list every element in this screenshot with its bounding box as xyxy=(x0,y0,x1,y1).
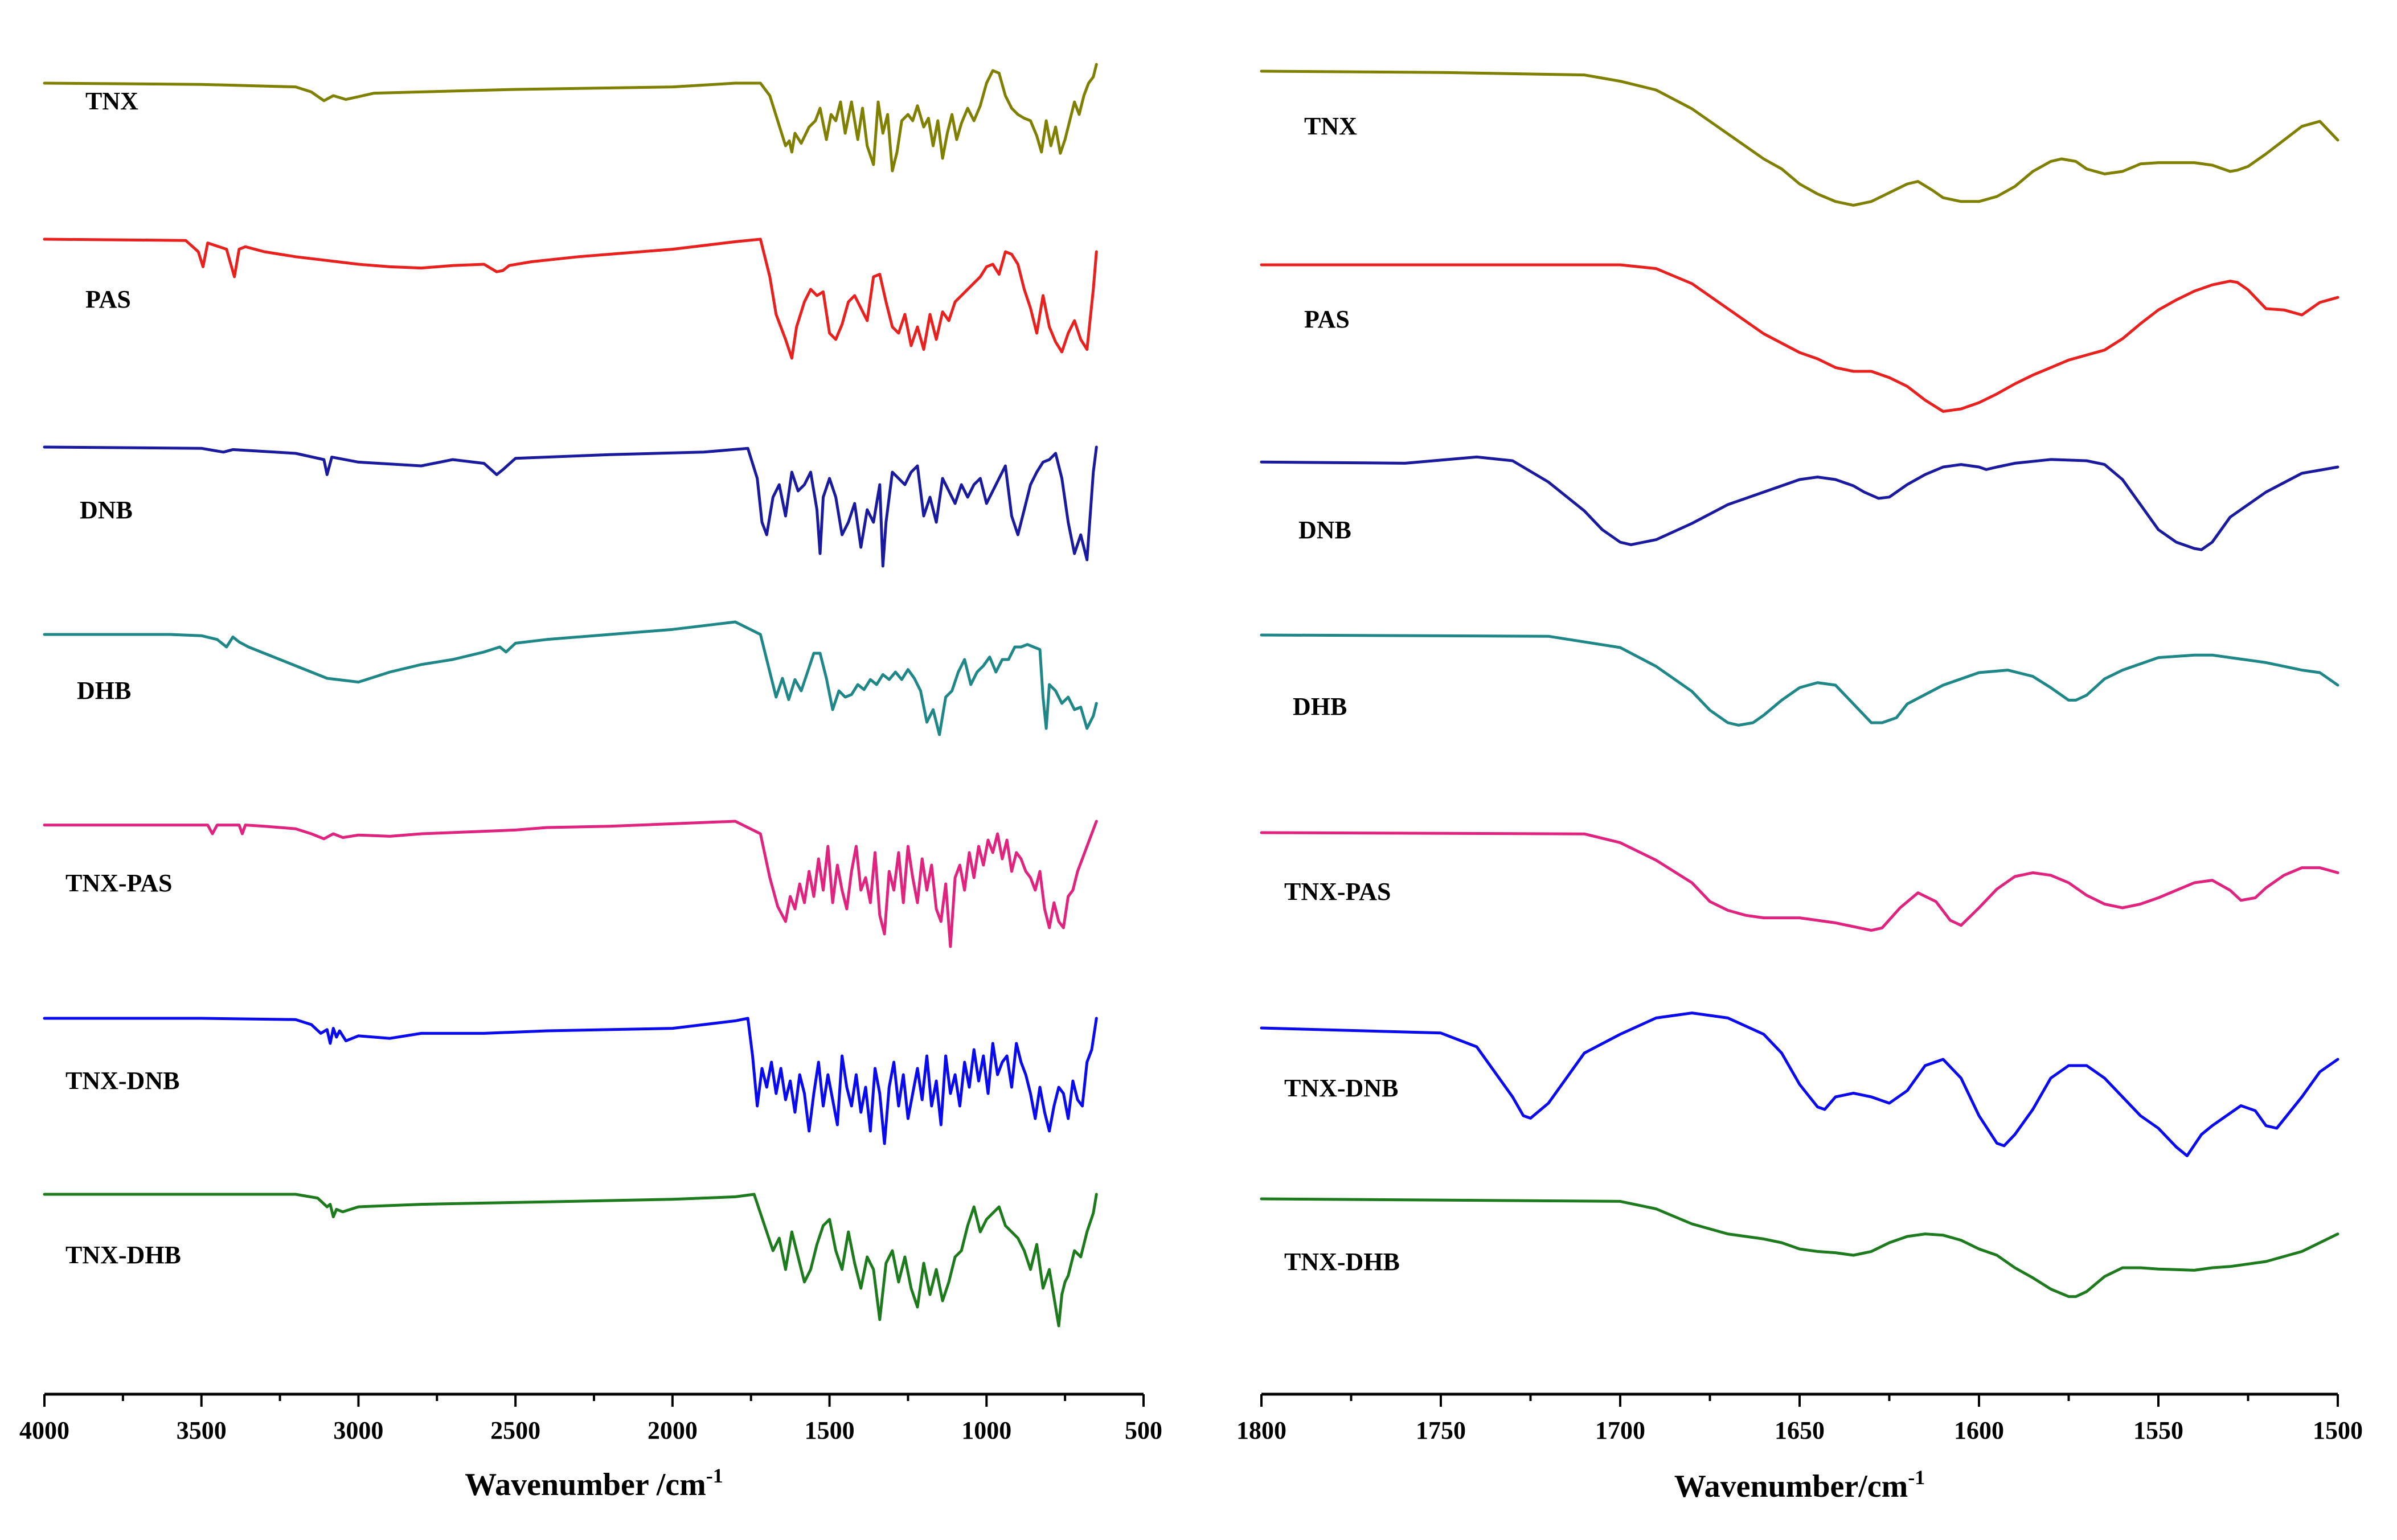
left-tick-label-3000: 3000 xyxy=(333,1416,383,1444)
left-x-ticks: 4000 3500 3000 2500 2000 1500 1000 500 xyxy=(19,1394,1162,1444)
right-tick-label-1700: 1700 xyxy=(1595,1416,1645,1444)
left-series-labels: TNX PAS DNB DHB TNX-PAS TNX-DNB TNX-DHB xyxy=(65,87,181,1269)
right-spectra-panel: TNX PAS DNB DHB TNX-PAS TNX-DNB TNX-DHB 1800 17… xyxy=(1236,69,2363,1504)
left-tick-label-2500: 2500 xyxy=(490,1416,540,1444)
right-label-dnb: DNB xyxy=(1298,516,1351,544)
right-label-tnx-pas: TNX-PAS xyxy=(1284,878,1391,906)
left-tick-label-1500: 1500 xyxy=(805,1416,855,1444)
left-x-axis-title: Wavenumber /cm-1 xyxy=(465,1464,723,1502)
right-label-tnx-dhb: TNX-DHB xyxy=(1284,1248,1400,1276)
right-tick-label-1500: 1500 xyxy=(2313,1416,2363,1444)
right-trace-dhb xyxy=(1260,633,2339,727)
left-tick-label-1000: 1000 xyxy=(961,1416,1011,1444)
right-x-ticks: 1800 1750 1700 1650 1600 1550 1500 xyxy=(1236,1394,2363,1444)
right-label-tnx: TNX xyxy=(1304,112,1357,140)
right-label-tnx-dnb: TNX-DNB xyxy=(1284,1074,1398,1102)
left-label-tnx-dhb: TNX-DHB xyxy=(65,1241,181,1269)
left-trace-dnb xyxy=(43,445,1098,568)
left-label-pas: PAS xyxy=(85,285,131,313)
left-label-tnx-dnb: TNX-DNB xyxy=(65,1067,179,1095)
right-tick-label-1600: 1600 xyxy=(1954,1416,2004,1444)
right-x-axis-title: Wavenumber/cm-1 xyxy=(1674,1466,1925,1504)
right-label-pas: PAS xyxy=(1304,305,1350,333)
left-label-tnx-pas: TNX-PAS xyxy=(65,869,172,897)
left-tick-label-500: 500 xyxy=(1125,1416,1162,1444)
left-trace-tnx-dhb xyxy=(43,1193,1098,1328)
left-tick-label-4000: 4000 xyxy=(19,1416,69,1444)
left-trace-dhb xyxy=(43,620,1098,736)
right-trace-tnx-pas xyxy=(1260,831,2339,932)
right-traces xyxy=(1260,69,2339,1299)
left-trace-tnx xyxy=(43,63,1098,173)
right-trace-tnx-dhb xyxy=(1260,1197,2339,1299)
right-tick-label-1550: 1550 xyxy=(2133,1416,2183,1444)
right-tick-label-1650: 1650 xyxy=(1775,1416,1825,1444)
right-tick-label-1750: 1750 xyxy=(1416,1416,1466,1444)
left-traces xyxy=(43,63,1098,1328)
left-tick-label-3500: 3500 xyxy=(177,1416,227,1444)
right-trace-tnx-dnb xyxy=(1260,1011,2339,1157)
left-label-dhb: DHB xyxy=(77,677,131,705)
left-trace-tnx-dnb xyxy=(43,1017,1098,1145)
left-trace-tnx-pas xyxy=(43,820,1098,948)
left-label-tnx: TNX xyxy=(85,87,138,115)
right-trace-pas xyxy=(1260,263,2339,413)
left-label-dnb: DNB xyxy=(80,496,133,524)
left-spectra-panel: TNX PAS DNB DHB TNX-PAS TNX-DNB TNX-DHB 4000 35… xyxy=(19,63,1162,1502)
right-label-dhb: DHB xyxy=(1293,693,1347,720)
right-trace-dnb xyxy=(1260,455,2339,551)
left-trace-pas xyxy=(43,237,1098,360)
left-tick-label-2000: 2000 xyxy=(648,1416,698,1444)
right-trace-tnx xyxy=(1260,69,2339,207)
right-tick-label-1800: 1800 xyxy=(1236,1416,1286,1444)
right-series-labels: TNX PAS DNB DHB TNX-PAS TNX-DNB TNX-DHB xyxy=(1284,112,1400,1276)
